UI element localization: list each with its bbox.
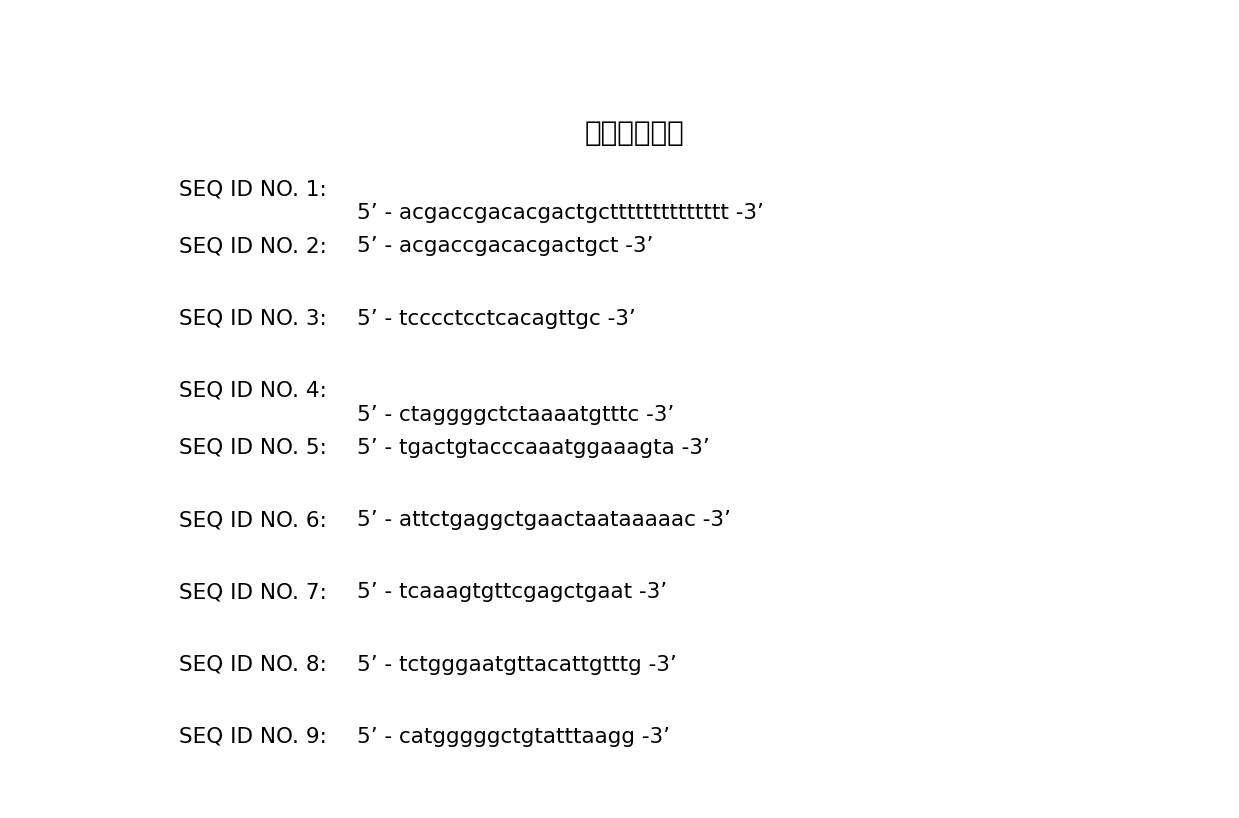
Text: SEQ ID NO. 7:: SEQ ID NO. 7: <box>178 582 327 602</box>
Text: SEQ ID NO. 6:: SEQ ID NO. 6: <box>178 510 327 530</box>
Text: SEQ ID NO. 8:: SEQ ID NO. 8: <box>178 654 327 675</box>
Text: SEQ ID NO. 5:: SEQ ID NO. 5: <box>178 438 327 458</box>
Text: 5’ - ctaggggctctaaaatgtttc -3’: 5’ - ctaggggctctaaaatgtttc -3’ <box>357 405 674 425</box>
Text: SEQ ID NO. 1:: SEQ ID NO. 1: <box>178 179 327 200</box>
Text: SEQ ID NO. 9:: SEQ ID NO. 9: <box>178 727 327 747</box>
Text: 5’ - tgactgtacccaaatggaaagta -3’: 5’ - tgactgtacccaaatggaaagta -3’ <box>357 438 709 458</box>
Text: 5’ - tcccctcctcacagttgc -3’: 5’ - tcccctcctcacagttgc -3’ <box>357 308 636 329</box>
Text: 5’ - acgaccgacacgactgct -3’: 5’ - acgaccgacacgactgct -3’ <box>357 236 653 256</box>
Text: 5’ - tcaaagtgttcgagctgaat -3’: 5’ - tcaaagtgttcgagctgaat -3’ <box>357 582 667 602</box>
Text: 5’ - attctgaggctgaactaataaaaac -3’: 5’ - attctgaggctgaactaataaaaac -3’ <box>357 510 731 530</box>
Text: SEQ ID NO. 2:: SEQ ID NO. 2: <box>178 236 327 256</box>
Text: SEQ ID NO. 4:: SEQ ID NO. 4: <box>178 381 327 401</box>
Text: 5’ - acgaccgacacgactgctttttttttttttt -3’: 5’ - acgaccgacacgactgctttttttttttttt -3’ <box>357 204 763 223</box>
Text: 核苷酸序列表: 核苷酸序列表 <box>585 119 685 146</box>
Text: 5’ - catgggggctgtatttaagg -3’: 5’ - catgggggctgtatttaagg -3’ <box>357 727 669 747</box>
Text: 5’ - tctgggaatgttacattgtttg -3’: 5’ - tctgggaatgttacattgtttg -3’ <box>357 654 676 675</box>
Text: SEQ ID NO. 3:: SEQ ID NO. 3: <box>178 308 327 329</box>
